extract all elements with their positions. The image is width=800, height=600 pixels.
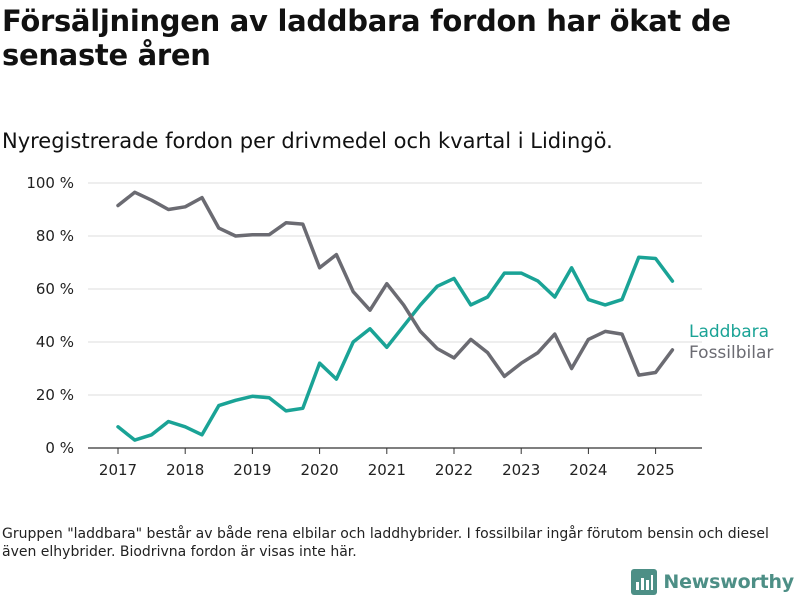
series-line-laddbara	[116, 255, 675, 442]
brand-logo: Newsworthy	[631, 569, 794, 595]
brand-name: Newsworthy	[663, 571, 794, 593]
x-tick-label: 2022	[435, 461, 473, 479]
series-label-fossilbilar: Fossilbilar	[689, 343, 773, 363]
x-tick-label: 2019	[233, 461, 271, 479]
series-lines	[116, 190, 675, 442]
x-tick-label: 2017	[99, 461, 137, 479]
x-tick-label: 2025	[637, 461, 675, 479]
y-tick-label: 0 %	[45, 439, 74, 457]
y-axis-ticks: 0 % 20 % 40 % 60 % 80 % 100 %	[26, 174, 74, 457]
y-tick-label: 20 %	[36, 386, 74, 404]
x-tick-label: 2024	[569, 461, 607, 479]
series-label-laddbara: Laddbara	[689, 322, 769, 342]
y-tick-label: 40 %	[36, 333, 74, 351]
y-tick-label: 100 %	[26, 174, 74, 192]
x-tick-label: 2020	[301, 461, 339, 479]
footnote: Gruppen "laddbara" består av både rena e…	[2, 526, 769, 560]
gridlines	[88, 182, 702, 449]
chart-title: Försäljningen av laddbara fordon har öka…	[2, 4, 731, 72]
y-tick-label: 80 %	[36, 227, 74, 245]
x-axis: 2017 2018 2019 2020 2021 2022 2023 2024 2025	[99, 448, 675, 479]
line-chart: 0 % 20 % 40 % 60 % 80 % 100 % 2017 2018 2019 202…	[26, 174, 773, 479]
chart-subtitle: Nyregistrerade fordon per drivmedel och …	[2, 129, 613, 153]
x-tick-label: 2018	[166, 461, 204, 479]
x-tick-label: 2023	[502, 461, 540, 479]
series-line-fossilbilar	[116, 190, 675, 379]
newsworthy-logo-icon	[631, 569, 658, 595]
x-tick-label: 2021	[368, 461, 406, 479]
y-tick-label: 60 %	[36, 280, 74, 298]
